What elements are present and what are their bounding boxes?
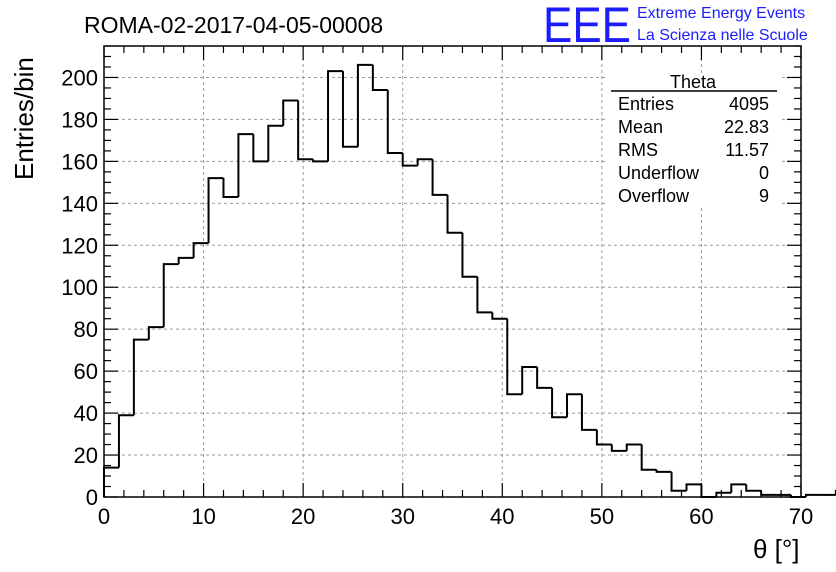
y-tick-label: 200 <box>61 65 98 90</box>
histogram-bin <box>610 444 627 452</box>
stats-mean-value: 22.83 <box>724 117 769 137</box>
histogram-bin <box>252 134 269 163</box>
histogram-bin <box>506 318 523 396</box>
histogram-bin <box>566 393 582 418</box>
histogram-bin <box>760 490 777 496</box>
histogram-bin <box>297 100 314 161</box>
histogram-bin <box>327 70 343 162</box>
histogram-bin <box>431 159 448 196</box>
y-tick-label: 60 <box>74 359 98 384</box>
histogram-bin <box>730 483 747 493</box>
y-tick-label: 20 <box>74 443 98 468</box>
histogram-bin <box>132 338 149 416</box>
ticks: 0 10 20 30 40 50 60 70 0 20 40 60 80 100 120 140 160 180 2… <box>61 45 813 529</box>
histogram-bin <box>371 64 388 92</box>
histogram-bin <box>117 414 134 468</box>
histogram-bin <box>267 124 284 162</box>
stats-rms-value: 11.57 <box>725 140 769 160</box>
y-tick-label: 40 <box>74 401 98 426</box>
histogram-bin <box>804 493 821 497</box>
stats-mean-label: Mean <box>618 117 663 137</box>
eee-logo: EEE Extreme Energy Events La Scienza nel… <box>543 0 808 53</box>
histogram-bin <box>222 178 239 199</box>
histogram-bin <box>103 466 119 497</box>
histogram-bin <box>237 133 254 198</box>
logo-line-1: Extreme Energy Events <box>637 5 805 22</box>
eee-logo-mark: EEE <box>543 0 631 53</box>
histogram-bin <box>207 177 224 244</box>
grid-lines <box>104 46 801 497</box>
histogram-bin <box>312 159 329 163</box>
stats-overflow-label: Overflow <box>618 186 690 206</box>
y-tick-label: 140 <box>61 191 98 216</box>
y-tick-label: 120 <box>61 233 98 258</box>
histogram-bin <box>386 90 403 154</box>
histogram-bin <box>282 99 299 126</box>
stats-underflow-value: 0 <box>759 163 769 183</box>
stats-rms-label: RMS <box>618 140 658 160</box>
histogram-bin <box>521 365 538 395</box>
stats-entries-value: 4095 <box>729 94 769 114</box>
histogram-bin <box>700 484 717 498</box>
stats-underflow-label: Underflow <box>618 163 700 183</box>
histogram-bin <box>416 158 433 166</box>
histogram-bin <box>625 443 642 451</box>
x-tick-label: 20 <box>291 504 315 529</box>
y-axis-label: Entries/bin <box>9 57 39 180</box>
chart-title: ROMA-02-2017-04-05-00008 <box>84 12 383 38</box>
stats-box-background <box>608 74 779 206</box>
stats-title: Theta <box>670 72 717 92</box>
y-tick-label: 0 <box>86 485 98 510</box>
histogram-bin <box>580 394 597 431</box>
histogram-bin <box>446 194 463 234</box>
y-tick-label: 100 <box>61 275 98 300</box>
x-tick-label: 30 <box>390 504 414 529</box>
x-tick-label: 10 <box>191 504 215 529</box>
stats-box: Theta Entries 4095 Mean 22.83 RMS 11.57 … <box>608 72 779 206</box>
histogram-bin <box>715 491 732 497</box>
histogram-bin <box>192 242 209 258</box>
histogram-bin <box>640 444 657 471</box>
stats-overflow-value: 9 <box>759 186 769 206</box>
axes <box>103 45 802 498</box>
histogram-bin <box>745 484 762 492</box>
histogram-bin <box>551 387 568 419</box>
histogram-bars <box>103 63 836 498</box>
x-tick-label: 60 <box>689 504 713 529</box>
logo-line-2: La Scienza nelle Scuole <box>637 27 808 44</box>
x-axis-label: θ [°] <box>753 534 800 564</box>
histogram-bin <box>147 326 164 340</box>
histogram-bin <box>341 71 358 148</box>
x-tick-label: 70 <box>789 504 813 529</box>
plot-frame <box>103 45 802 498</box>
x-tick-label: 40 <box>490 504 514 529</box>
histogram-bin <box>595 429 612 446</box>
stats-entries-label: Entries <box>618 94 674 114</box>
y-tick-label: 180 <box>61 107 98 132</box>
x-tick-label: 50 <box>590 504 614 529</box>
histogram-bin <box>655 469 672 473</box>
histogram-bin <box>461 232 478 278</box>
histogram-bin <box>177 256 194 265</box>
y-tick-label: 80 <box>74 317 98 342</box>
histogram-bin <box>670 471 687 492</box>
histogram-bin <box>685 483 702 491</box>
y-tick-label: 160 <box>61 149 98 174</box>
histogram-bin <box>401 152 418 167</box>
histogram-bin <box>536 366 553 389</box>
histogram-bin <box>162 263 179 328</box>
histogram-bin <box>476 276 493 314</box>
histogram-bin <box>491 312 508 320</box>
histogram-bin <box>356 63 373 147</box>
x-tick-label: 0 <box>98 504 110 529</box>
